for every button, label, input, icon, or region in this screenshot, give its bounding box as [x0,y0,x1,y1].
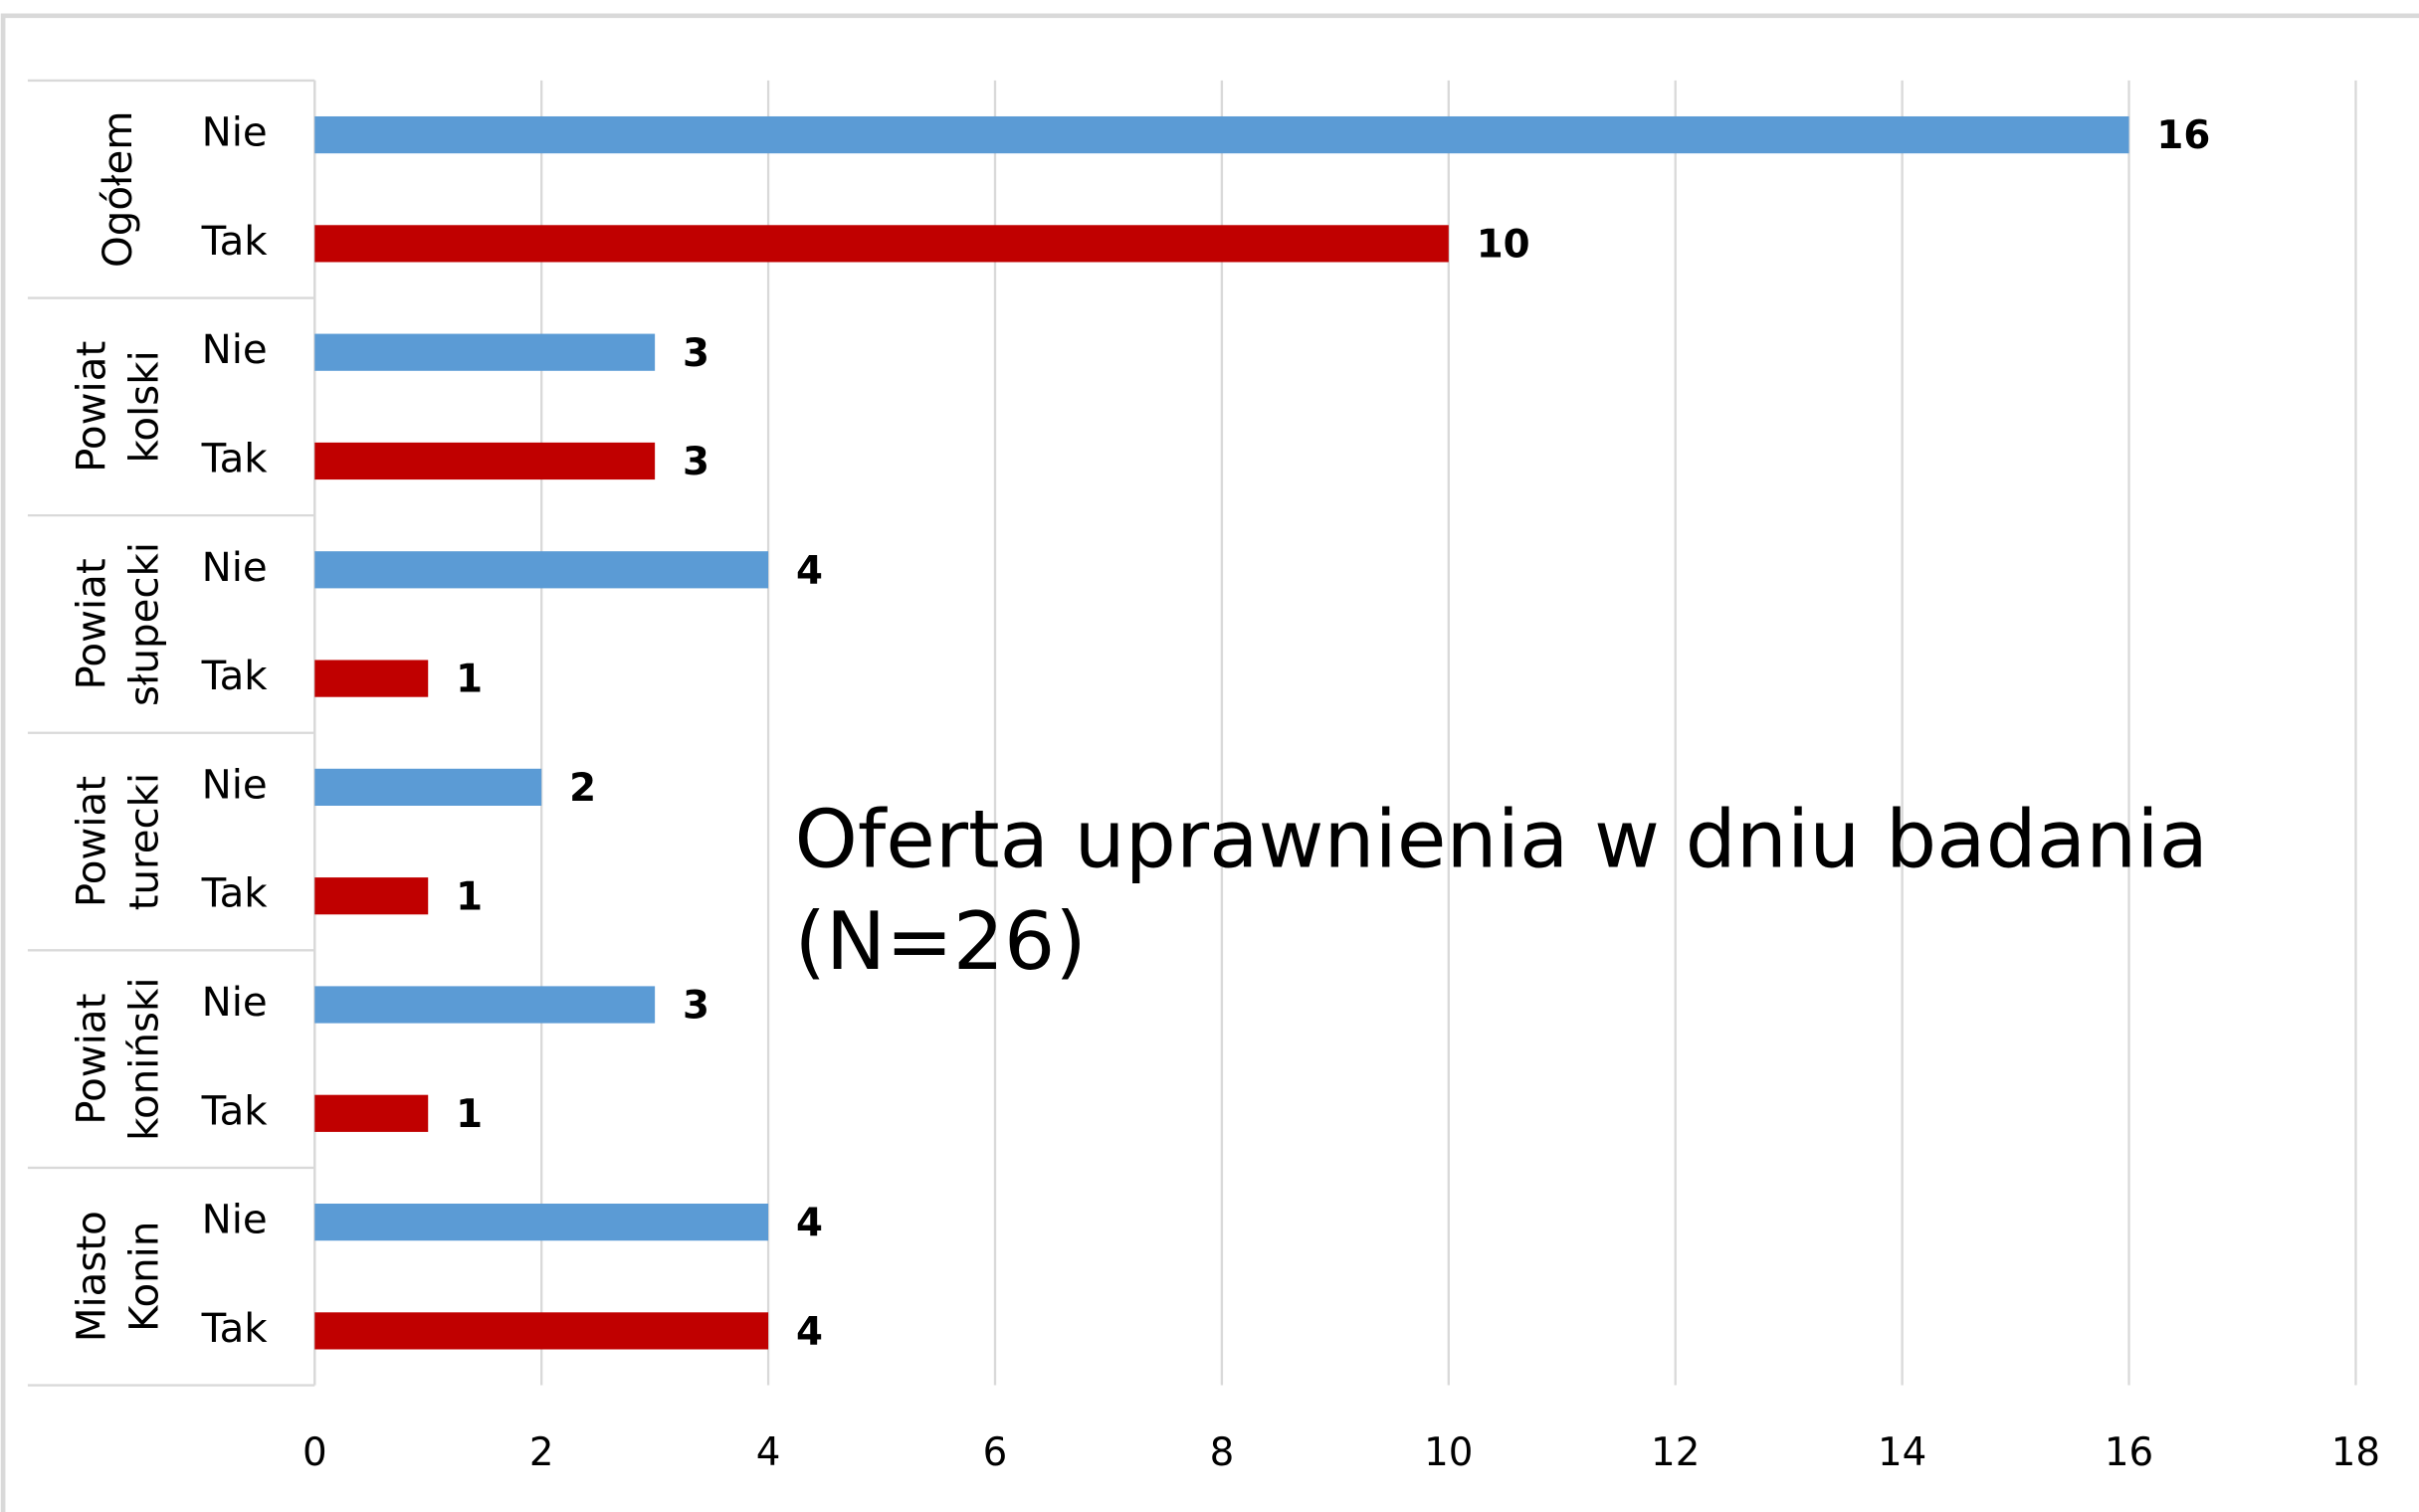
group-label: Powiat [69,776,115,907]
value-label: 4 [796,548,823,593]
group-label: Powiat [69,558,115,689]
title-box: Oferta uprawnienia w dniu badania (N=26) [794,794,2209,990]
chart-title: Oferta uprawnienia w dniu badania (N=26) [794,794,2209,990]
x-tick-label: 0 [302,1430,327,1475]
x-tick-label: 6 [983,1430,1008,1475]
value-label: 10 [1477,222,1530,267]
group-label: słupecki [120,542,167,706]
value-label: 16 [2156,113,2210,158]
row-label: Nie [202,1197,268,1243]
group-label: kolski [120,350,167,463]
group-label: Ogółem [95,111,141,268]
bar [314,1094,429,1132]
bar [314,1312,769,1350]
value-label: 2 [569,766,596,811]
x-tick-label: 16 [2105,1430,2153,1475]
x-tick-label: 4 [756,1430,781,1475]
bar [314,660,429,697]
row-label: Tak [201,435,269,481]
row-label: Tak [201,218,269,265]
bar [314,115,2129,154]
row-label: Tak [201,1305,269,1352]
row-label: Tak [201,1087,269,1134]
frame [0,13,2419,1512]
bar [314,877,429,915]
row-label: Tak [201,870,269,917]
row-label: Nie [202,979,268,1026]
group-label: Konin [120,1222,167,1332]
x-tick-label: 10 [1424,1430,1473,1475]
x-tick-label: 8 [1210,1430,1235,1475]
row-label: Nie [202,326,268,373]
value-label: 3 [683,984,709,1029]
value-label: 1 [456,1092,483,1137]
group-label: Powiat [69,341,115,472]
bar [314,442,656,480]
group-label: koniński [120,977,167,1140]
row-label: Nie [202,109,268,156]
value-label: 4 [796,1310,823,1355]
value-label: 3 [683,440,709,484]
value-label: 1 [456,874,483,919]
group-label: Miasto [69,1211,115,1342]
row-label: Nie [202,544,268,591]
bar [314,768,542,806]
bar [314,1203,769,1241]
value-label: 4 [796,1201,823,1245]
x-tick-label: 2 [529,1430,554,1475]
value-label: 3 [683,331,709,376]
bar [314,551,769,589]
group-label: turecki [120,773,167,911]
row-label: Tak [201,653,269,699]
row-label: Nie [202,761,268,808]
bar [314,986,656,1024]
x-tick-label: 18 [2331,1430,2380,1475]
bar [314,333,656,371]
value-label: 1 [456,658,483,702]
bar [314,225,1449,263]
x-tick-label: 12 [1651,1430,1700,1475]
group-label: Powiat [69,994,115,1125]
x-tick-label: 14 [1878,1430,1926,1475]
